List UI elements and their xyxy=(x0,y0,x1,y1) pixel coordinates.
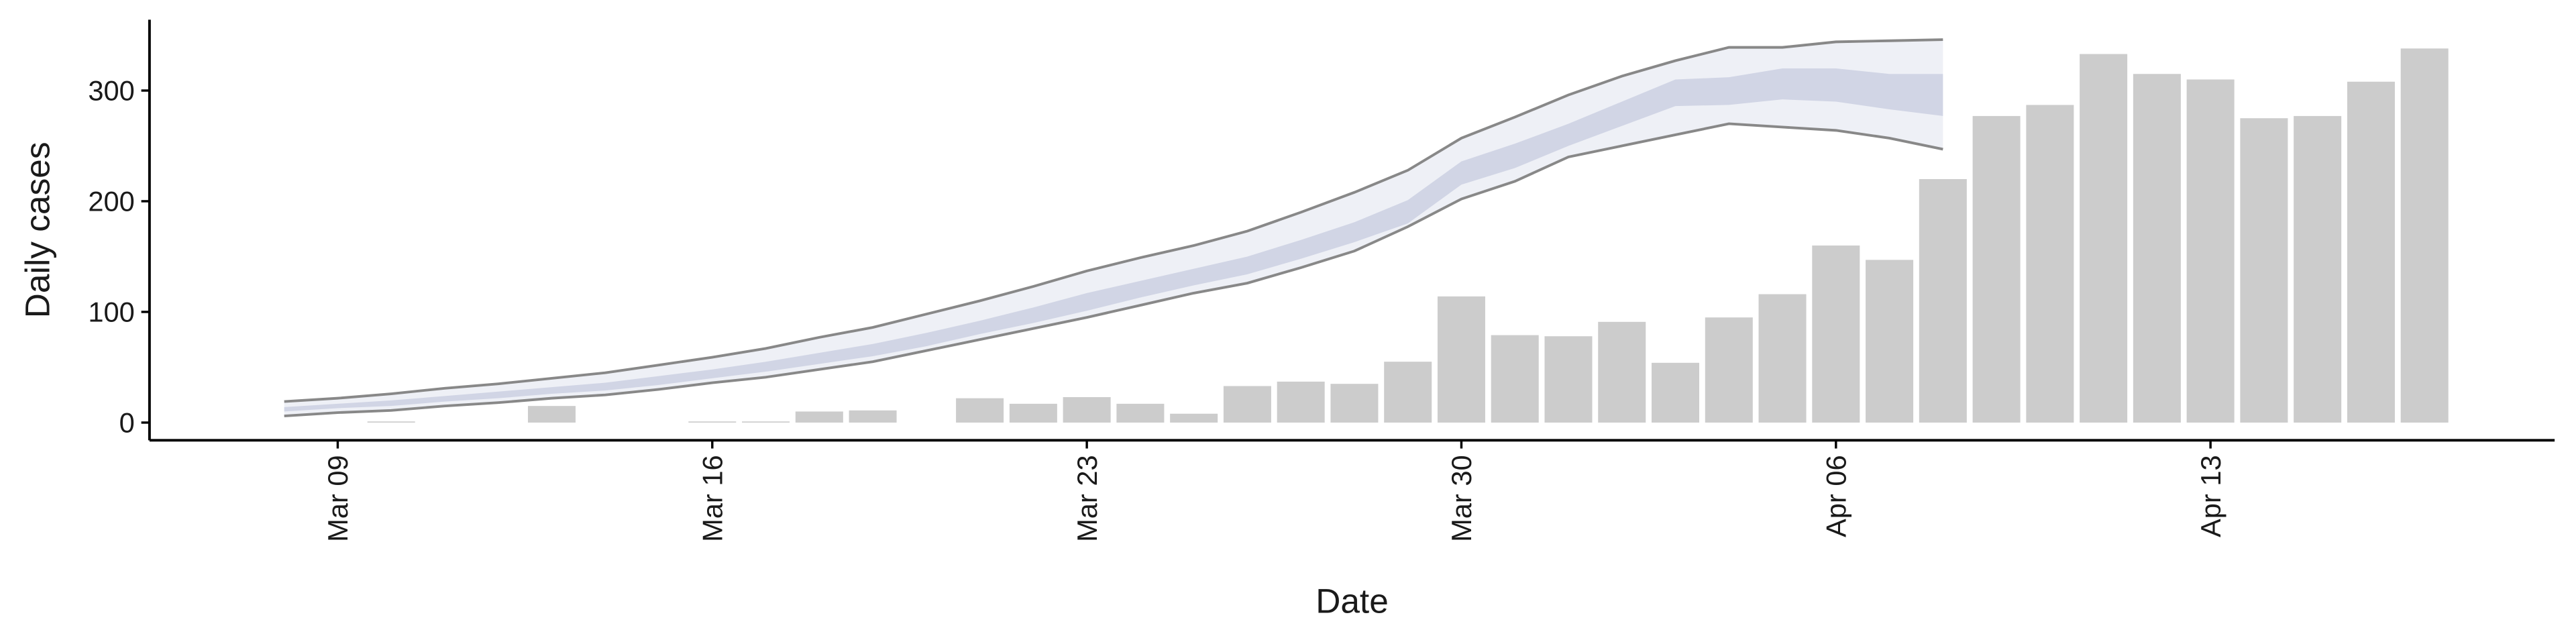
bar xyxy=(367,421,415,423)
bar xyxy=(1544,336,1593,423)
bar xyxy=(1384,362,1432,423)
bar xyxy=(2240,118,2288,423)
bar xyxy=(2294,115,2342,423)
bar xyxy=(742,421,790,423)
bar xyxy=(1491,335,1539,423)
bar xyxy=(1705,317,1753,423)
bar xyxy=(849,410,897,423)
bar xyxy=(527,406,576,423)
bar xyxy=(2347,81,2395,423)
bar xyxy=(1598,321,1646,423)
x-tick-label: Mar 09 xyxy=(322,455,354,542)
band-edge-line xyxy=(284,38,1943,403)
bar xyxy=(1170,413,1218,423)
bar xyxy=(1116,403,1165,423)
bar xyxy=(2400,48,2449,423)
bar xyxy=(1972,115,2021,423)
bar xyxy=(688,421,737,423)
uncertainty-band xyxy=(284,68,1943,412)
bar xyxy=(1866,260,1914,423)
bar xyxy=(1652,362,1700,423)
y-axis-title: Daily cases xyxy=(17,142,56,318)
bar xyxy=(2186,79,2235,423)
bar xyxy=(2080,54,2128,423)
uncertainty-band xyxy=(284,40,1943,417)
band-edge-line xyxy=(284,122,1943,417)
y-tick-label: 0 xyxy=(119,407,135,439)
bar xyxy=(2026,105,2074,423)
x-tick-label: Apr 13 xyxy=(2195,455,2226,537)
bar xyxy=(1437,296,1485,423)
bar xyxy=(2133,74,2181,423)
y-tick-label: 300 xyxy=(88,75,134,107)
x-axis-title: Date xyxy=(1316,581,1389,620)
x-tick-label: Mar 30 xyxy=(1446,455,1477,542)
bar xyxy=(1919,178,1967,423)
bar xyxy=(1009,403,1057,423)
bar xyxy=(1063,396,1111,423)
bar xyxy=(956,398,1004,423)
bar xyxy=(1758,294,1807,423)
y-tick-label: 100 xyxy=(88,297,134,328)
y-tick-label: 200 xyxy=(88,186,134,217)
bar xyxy=(1223,386,1271,423)
x-tick-label: Apr 06 xyxy=(1821,455,1852,537)
bar xyxy=(1277,381,1325,423)
bar xyxy=(1330,384,1379,423)
bar xyxy=(1812,245,1860,423)
bar xyxy=(795,411,843,423)
x-tick-label: Mar 23 xyxy=(1071,455,1103,542)
x-tick-label: Mar 16 xyxy=(696,455,728,542)
